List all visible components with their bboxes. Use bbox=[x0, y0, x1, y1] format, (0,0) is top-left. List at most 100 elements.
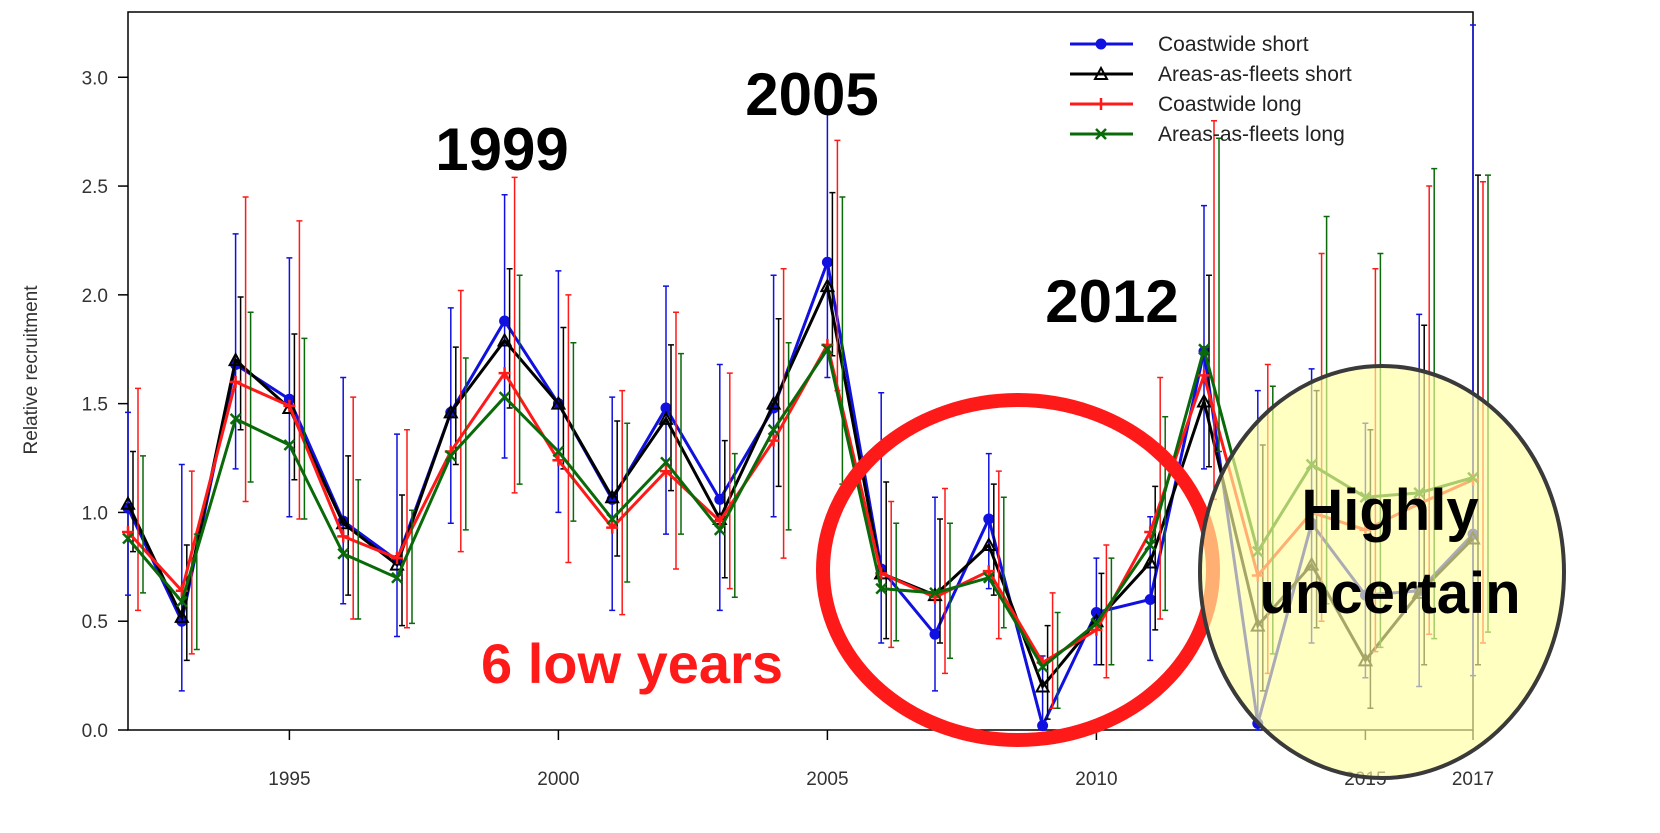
error-bar bbox=[340, 376, 347, 605]
error-bar bbox=[1201, 204, 1207, 470]
data-point bbox=[443, 404, 459, 419]
annotation-1999: 1999 bbox=[435, 116, 568, 183]
error-bar bbox=[457, 289, 464, 553]
error-bar bbox=[462, 357, 469, 531]
data-point bbox=[1034, 678, 1051, 693]
uncertain-circle bbox=[1198, 364, 1566, 780]
error-bar bbox=[565, 294, 572, 564]
error-bar bbox=[888, 500, 895, 649]
data-point bbox=[283, 439, 296, 451]
data-point bbox=[604, 489, 620, 504]
error-bar bbox=[942, 487, 948, 675]
data-point bbox=[552, 445, 565, 458]
data-point bbox=[552, 454, 565, 467]
error-bar bbox=[990, 483, 997, 596]
error-bar bbox=[350, 396, 357, 620]
y-tick-label: 0.0 bbox=[82, 721, 108, 742]
data-point bbox=[498, 391, 511, 403]
x-tick-label: 2010 bbox=[1075, 769, 1117, 790]
data-point bbox=[606, 521, 619, 534]
error-bar bbox=[399, 494, 405, 627]
error-bar bbox=[1044, 624, 1051, 720]
error-bar bbox=[506, 267, 513, 409]
y-tick-label: 1.0 bbox=[82, 503, 108, 524]
y-tick-label: 1.5 bbox=[82, 395, 108, 416]
data-point bbox=[335, 515, 351, 530]
error-bar bbox=[1216, 137, 1222, 453]
data-point bbox=[929, 587, 941, 599]
y-axis-title: Relative recruitment bbox=[21, 285, 42, 455]
error-bar bbox=[409, 509, 415, 625]
data-point bbox=[821, 256, 833, 268]
error-bar bbox=[1000, 496, 1007, 629]
data-point bbox=[389, 556, 405, 571]
error-bar bbox=[511, 176, 518, 494]
data-point bbox=[1142, 554, 1158, 569]
data-point bbox=[714, 493, 726, 505]
data-point bbox=[1196, 393, 1212, 408]
error-bar bbox=[878, 392, 885, 644]
data-point bbox=[606, 513, 619, 525]
x-tick-label: 1995 bbox=[268, 769, 310, 790]
data-point bbox=[498, 367, 511, 380]
error-bar bbox=[296, 220, 303, 520]
series-areas-as-fleets-short bbox=[120, 174, 1481, 720]
annotation-2012: 2012 bbox=[1045, 268, 1178, 335]
error-bar bbox=[673, 311, 679, 570]
data-point bbox=[444, 449, 457, 462]
data-point bbox=[120, 495, 136, 510]
error-bar bbox=[947, 522, 953, 659]
annotation-2005: 2005 bbox=[745, 61, 878, 128]
error-bar bbox=[555, 270, 562, 514]
legend-marker bbox=[1093, 65, 1109, 80]
legend-marker bbox=[1095, 38, 1107, 50]
error-bar bbox=[1108, 557, 1115, 666]
error-bar bbox=[286, 257, 293, 518]
data-point bbox=[929, 628, 941, 640]
data-point bbox=[281, 399, 298, 414]
data-point bbox=[175, 595, 188, 608]
data-point bbox=[765, 395, 782, 410]
data-point bbox=[229, 412, 242, 425]
data-point bbox=[713, 523, 726, 536]
error-bar bbox=[570, 341, 577, 522]
error-bar bbox=[893, 522, 900, 642]
data-point bbox=[660, 456, 672, 469]
error-bar bbox=[775, 318, 782, 488]
data-point bbox=[337, 530, 350, 543]
error-bar bbox=[516, 274, 523, 485]
error-bar bbox=[394, 433, 400, 638]
data-point bbox=[1090, 623, 1103, 636]
error-bar bbox=[1054, 611, 1061, 709]
data-point bbox=[496, 332, 513, 347]
data-point bbox=[391, 571, 403, 584]
data-point bbox=[122, 532, 134, 545]
legend-label: Areas-as-fleets long bbox=[1158, 123, 1345, 146]
error-bar bbox=[716, 363, 723, 612]
error-bar bbox=[1152, 485, 1159, 631]
data-point bbox=[981, 536, 997, 552]
error-bar bbox=[242, 196, 249, 503]
error-bar bbox=[404, 428, 410, 629]
y-tick-label: 0.5 bbox=[82, 612, 108, 633]
error-bar bbox=[785, 341, 792, 531]
error-bar bbox=[178, 463, 185, 692]
error-bar bbox=[619, 389, 626, 616]
data-point bbox=[767, 434, 780, 447]
error-bar bbox=[883, 481, 890, 640]
data-point bbox=[982, 571, 995, 584]
data-point bbox=[658, 410, 674, 425]
data-point bbox=[819, 278, 836, 293]
data-point bbox=[767, 423, 780, 436]
error-bar bbox=[824, 109, 831, 379]
data-point bbox=[821, 343, 834, 356]
data-point bbox=[1198, 343, 1210, 356]
error-bar bbox=[135, 387, 141, 612]
data-point bbox=[391, 552, 403, 565]
data-point bbox=[550, 395, 567, 410]
error-bar bbox=[355, 479, 362, 620]
annotation-low-years: 6 low years bbox=[481, 632, 783, 695]
error-bar bbox=[937, 518, 943, 644]
data-point bbox=[1036, 661, 1049, 673]
